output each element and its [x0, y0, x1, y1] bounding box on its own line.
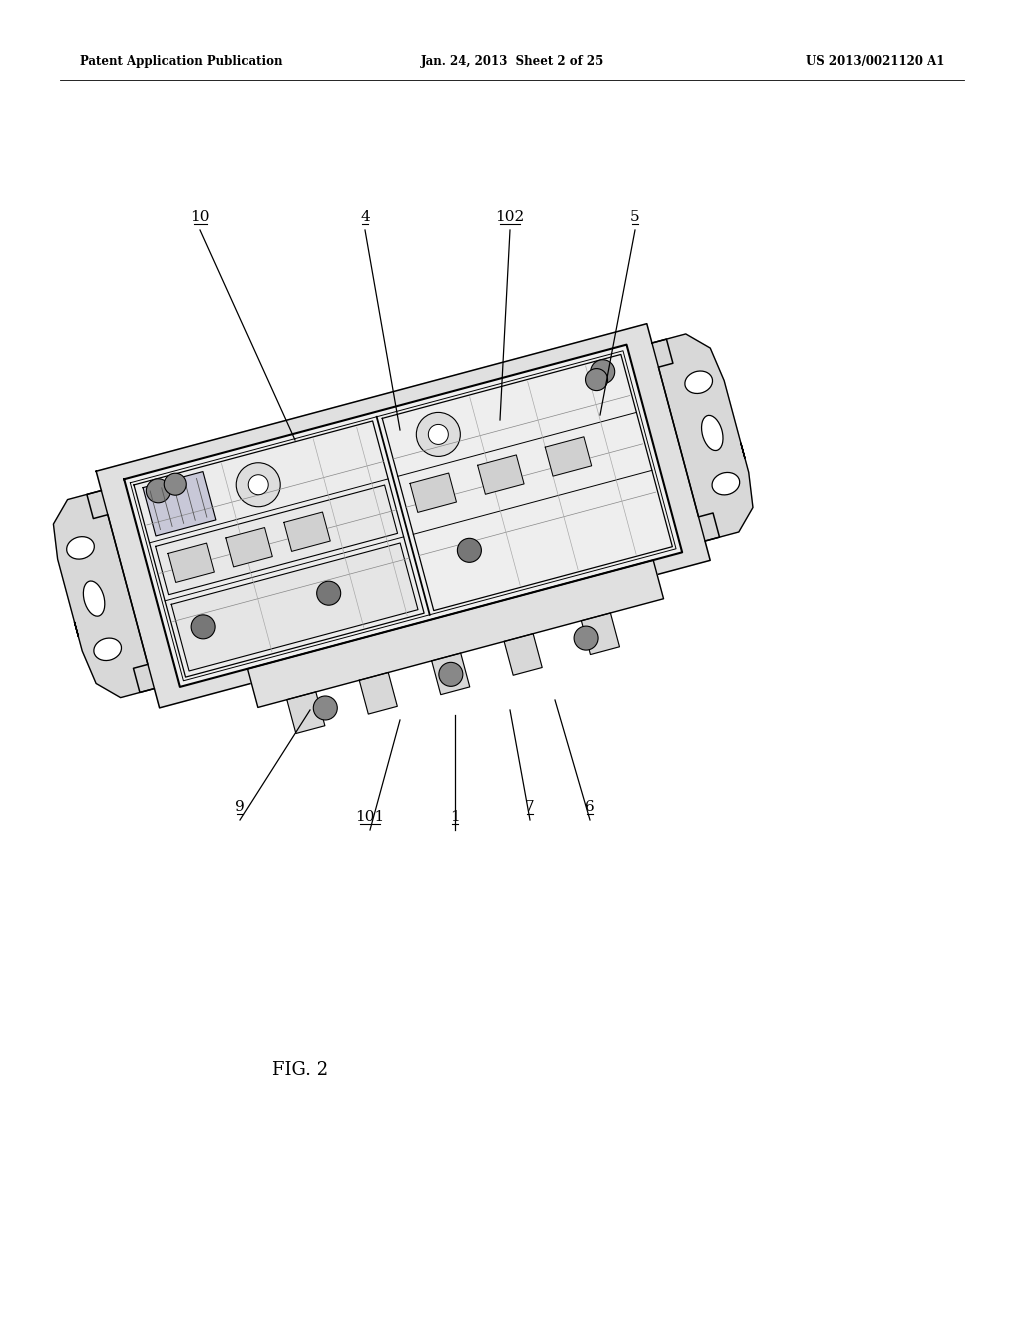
Text: 10: 10: [190, 210, 210, 224]
Polygon shape: [134, 421, 424, 677]
Polygon shape: [87, 323, 720, 708]
Text: 5: 5: [630, 210, 640, 224]
Polygon shape: [171, 543, 418, 671]
Polygon shape: [248, 560, 664, 708]
Polygon shape: [168, 543, 214, 582]
Ellipse shape: [83, 581, 104, 616]
Polygon shape: [143, 471, 216, 536]
Text: 6: 6: [585, 800, 595, 814]
Text: FIG. 2: FIG. 2: [272, 1061, 328, 1078]
Polygon shape: [124, 345, 682, 686]
Ellipse shape: [712, 473, 739, 495]
Circle shape: [458, 539, 481, 562]
Circle shape: [313, 696, 337, 719]
Polygon shape: [359, 672, 397, 714]
Polygon shape: [477, 455, 524, 494]
Text: 101: 101: [355, 810, 385, 824]
Circle shape: [146, 479, 170, 503]
Circle shape: [248, 475, 268, 495]
Polygon shape: [410, 473, 457, 512]
Text: 4: 4: [360, 210, 370, 224]
Circle shape: [316, 581, 341, 605]
Text: US 2013/0021120 A1: US 2013/0021120 A1: [806, 55, 944, 69]
Polygon shape: [287, 692, 325, 734]
Circle shape: [439, 663, 463, 686]
Ellipse shape: [94, 638, 122, 660]
Polygon shape: [226, 528, 272, 566]
Polygon shape: [432, 653, 470, 694]
Ellipse shape: [685, 371, 713, 393]
Ellipse shape: [67, 537, 94, 560]
Text: 1: 1: [451, 810, 460, 824]
Text: Jan. 24, 2013  Sheet 2 of 25: Jan. 24, 2013 Sheet 2 of 25: [421, 55, 603, 69]
Circle shape: [586, 368, 607, 391]
Text: 9: 9: [236, 800, 245, 814]
Polygon shape: [284, 512, 330, 552]
Circle shape: [164, 473, 186, 495]
Polygon shape: [156, 484, 397, 595]
Circle shape: [417, 412, 461, 457]
Text: 102: 102: [496, 210, 524, 224]
Polygon shape: [582, 612, 620, 655]
Polygon shape: [504, 634, 542, 676]
Polygon shape: [652, 334, 753, 541]
Circle shape: [237, 463, 281, 507]
Polygon shape: [382, 355, 673, 611]
Text: 7: 7: [525, 800, 535, 814]
Circle shape: [591, 360, 614, 384]
Polygon shape: [545, 437, 592, 477]
Circle shape: [428, 425, 449, 445]
Circle shape: [574, 626, 598, 651]
Ellipse shape: [701, 416, 723, 450]
Polygon shape: [53, 491, 155, 697]
Text: Patent Application Publication: Patent Application Publication: [80, 55, 283, 69]
Circle shape: [191, 615, 215, 639]
